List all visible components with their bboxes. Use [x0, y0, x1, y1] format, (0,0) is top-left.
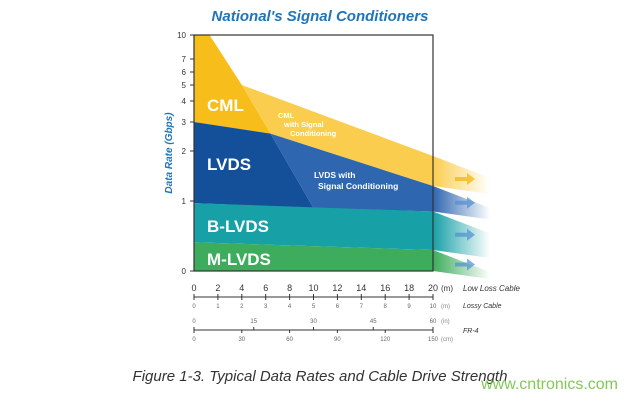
- x-tick-label: 30: [310, 319, 317, 325]
- watermark: www.cntronics.com: [481, 376, 618, 393]
- x-tick-label: 4: [288, 304, 292, 310]
- x-tick-label: 2: [240, 304, 244, 310]
- area-cml-with-signal-conditioning: [241, 85, 433, 186]
- arrow-right-icon: [455, 196, 475, 209]
- y-tick-label: 5: [182, 81, 187, 90]
- x-tick-label: 14: [356, 283, 366, 293]
- area-lvds-with-signal-conditioning: [270, 133, 433, 212]
- figure-caption: Figure 1-3. Typical Data Rates and Cable…: [132, 368, 508, 385]
- y-axis-label: Data Rate (Gbps): [164, 112, 175, 194]
- arrow-right-icon: [455, 228, 475, 241]
- x-tick-label: 90: [334, 337, 341, 343]
- label-lvds-sc: LVDS with: [314, 170, 355, 180]
- x-tick-label: 6: [263, 283, 268, 293]
- arrow-right-icon: [455, 173, 475, 185]
- x-tick-label: 5: [312, 304, 316, 310]
- arrow-right-icon: [455, 258, 475, 271]
- x-tick-label: 3: [264, 304, 268, 310]
- x-tick-label: 15: [250, 319, 257, 325]
- label-lvds: LVDS: [207, 155, 251, 174]
- label-lvds-sc: Signal Conditioning: [318, 181, 398, 191]
- x-tick-label: 9: [407, 304, 411, 310]
- x-unit: (m): [441, 284, 453, 293]
- x-unit: (cm): [441, 337, 453, 343]
- area-b-lvds: [194, 203, 433, 250]
- y-tick-label: 3: [182, 118, 187, 127]
- x-tick-label: 6: [336, 304, 340, 310]
- x-tick-label: 0: [192, 319, 196, 325]
- x-unit: (m): [441, 304, 450, 310]
- area-lvds: [194, 122, 314, 208]
- y-tick-label: 6: [182, 68, 187, 77]
- y-tick-label: 10: [177, 31, 186, 40]
- x-tick-label: 1: [216, 304, 220, 310]
- x-tick-label: 8: [384, 304, 388, 310]
- x-tick-label: 45: [370, 319, 377, 325]
- x-axis-name: Lossy Cable: [463, 303, 502, 310]
- x-axis-name: Low Loss Cable: [463, 284, 520, 293]
- x-unit: (in): [441, 319, 450, 325]
- y-tick-label: 0: [182, 267, 187, 276]
- fade-tail: [433, 156, 490, 194]
- x-tick-label: 12: [332, 283, 342, 293]
- x-tick-label: 2: [215, 283, 220, 293]
- y-tick-label: 7: [182, 55, 187, 64]
- x-tick-label: 8: [287, 283, 292, 293]
- x-tick-label: 60: [286, 337, 293, 343]
- y-tick-label: 4: [182, 97, 187, 106]
- x-tick-label: 4: [239, 283, 244, 293]
- x-tick-label: 7: [360, 304, 364, 310]
- x-tick-label: 20: [428, 283, 438, 293]
- x-tick-label: 16: [380, 283, 390, 293]
- y-tick-label: 1: [182, 197, 187, 206]
- label-cml: CML: [207, 96, 244, 115]
- chart-title: National's Signal Conditioners: [211, 8, 429, 25]
- label-m-lvds: M-LVDS: [207, 250, 271, 269]
- area-m-lvds: [194, 242, 433, 271]
- plot-frame: [193, 34, 434, 272]
- y-tick-label: 2: [182, 147, 187, 156]
- x-tick-label: 10: [308, 283, 318, 293]
- x-tick-label: 120: [380, 337, 391, 343]
- x-tick-label: 0: [192, 304, 196, 310]
- label-cml-sc: Conditioning: [290, 129, 337, 138]
- x-axis-name: FR-4: [463, 328, 479, 335]
- label-cml-sc: with Signal: [283, 120, 324, 129]
- area-cml: [194, 35, 271, 134]
- label-b-lvds: B-LVDS: [207, 217, 269, 236]
- x-tick-label: 0: [192, 337, 196, 343]
- x-tick-label: 10: [430, 304, 437, 310]
- x-tick-label: 30: [238, 337, 245, 343]
- x-tick-label: 18: [404, 283, 414, 293]
- x-tick-label: 150: [428, 337, 439, 343]
- x-tick-label: 0: [191, 283, 196, 293]
- label-cml-sc: CML: [278, 111, 295, 120]
- x-tick-label: 60: [430, 319, 437, 325]
